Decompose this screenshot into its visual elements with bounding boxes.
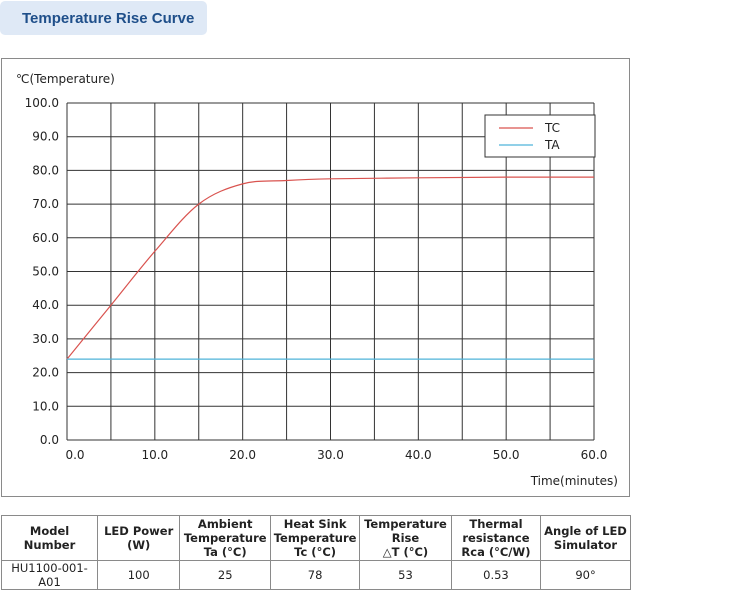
y-tick-label: 10.0 (32, 399, 59, 413)
legend-label: TA (544, 138, 560, 152)
x-tick-label: 50.0 (493, 448, 520, 462)
series-line-tc (66, 176, 595, 360)
x-tick-label: 40.0 (405, 448, 432, 462)
legend-box (484, 114, 596, 158)
chart-frame: ℃(Temperature) Time(minutes) 0.0 10.0 20.0… (1, 58, 630, 497)
table-row: HU1100-001-A01 100 25 78 53 0.53 90° (0, 560, 631, 590)
table-header-cell: Temperature Rise △T (°C) (359, 515, 452, 561)
y-tick-label: 30.0 (32, 332, 59, 346)
table-cell: 0.53 (450, 560, 542, 590)
chart-series (66, 176, 595, 360)
x-tick-label: 0.0 (65, 448, 84, 462)
x-tick-label: 20.0 (229, 448, 256, 462)
y-tick-label: 50.0 (32, 265, 59, 279)
table-cell: HU1100-001-A01 (0, 560, 99, 590)
y-tick-label: 20.0 (32, 366, 59, 380)
table-header-cell: Thermal resistance Rca (°C/W) (450, 515, 542, 561)
table-header-cell: LED Power (W) (97, 515, 181, 561)
table-cell: 90° (540, 560, 631, 590)
y-tick-label: 90.0 (32, 130, 59, 144)
y-tick-label: 80.0 (32, 163, 59, 177)
table-header-cell: Model Number (0, 515, 99, 561)
table-cell: 100 (97, 560, 181, 590)
x-axis-label: Time(minutes) (530, 474, 618, 488)
page-title: Temperature Rise Curve (22, 9, 195, 27)
y-tick-label: 100.0 (25, 96, 59, 110)
y-axis-label: ℃(Temperature) (16, 72, 115, 86)
y-tick-label: 70.0 (32, 197, 59, 211)
table-header-cell: Ambient Temperature Ta (°C) (179, 515, 272, 561)
spec-table-header-row: Model Number LED Power (W) Ambient Temperatur… (0, 515, 631, 561)
title-tab: Temperature Rise Curve (0, 1, 207, 35)
table-cell: 25 (179, 560, 272, 590)
legend-label: TC (544, 121, 560, 135)
chart-legend: TC TA (484, 114, 596, 158)
table-header-cell: Angle of LED Simulator (540, 515, 631, 561)
table-header-cell: Heat Sink Temperature Tc (°C) (270, 515, 361, 561)
table-cell: 53 (359, 560, 452, 590)
temperature-rise-chart: ℃(Temperature) Time(minutes) 0.0 10.0 20.0… (16, 72, 618, 488)
x-tick-label: 30.0 (317, 448, 344, 462)
table-cell: 78 (270, 560, 361, 590)
x-tick-label: 60.0 (581, 448, 608, 462)
y-tick-label: 0.0 (40, 433, 59, 447)
y-tick-label: 60.0 (32, 231, 59, 245)
y-tick-label: 40.0 (32, 298, 59, 312)
chart-ticks: 0.0 10.0 20.0 30.0 40.0 50.0 60.0 70.0 80.0 90.0 1… (25, 96, 608, 462)
x-tick-label: 10.0 (141, 448, 168, 462)
spec-table: Model Number LED Power (W) Ambient Temperatur… (0, 515, 631, 590)
